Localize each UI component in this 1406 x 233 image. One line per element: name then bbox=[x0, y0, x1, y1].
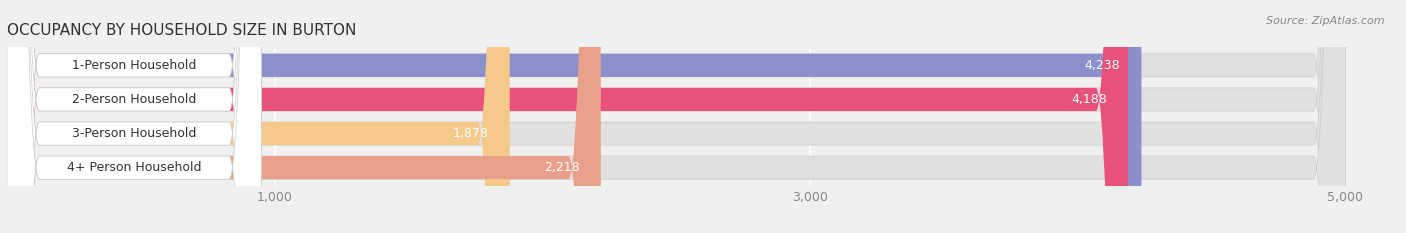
Text: 1,878: 1,878 bbox=[453, 127, 488, 140]
Text: 4,188: 4,188 bbox=[1071, 93, 1107, 106]
Text: 4,238: 4,238 bbox=[1084, 59, 1121, 72]
FancyBboxPatch shape bbox=[7, 0, 262, 233]
Text: Source: ZipAtlas.com: Source: ZipAtlas.com bbox=[1267, 16, 1385, 26]
FancyBboxPatch shape bbox=[7, 0, 262, 233]
Text: 2,218: 2,218 bbox=[544, 161, 579, 174]
FancyBboxPatch shape bbox=[7, 0, 600, 233]
FancyBboxPatch shape bbox=[7, 0, 510, 233]
Text: 3-Person Household: 3-Person Household bbox=[72, 127, 197, 140]
Text: OCCUPANCY BY HOUSEHOLD SIZE IN BURTON: OCCUPANCY BY HOUSEHOLD SIZE IN BURTON bbox=[7, 24, 356, 38]
FancyBboxPatch shape bbox=[7, 0, 1346, 233]
FancyBboxPatch shape bbox=[7, 0, 262, 233]
Text: 4+ Person Household: 4+ Person Household bbox=[67, 161, 201, 174]
FancyBboxPatch shape bbox=[7, 0, 1128, 233]
FancyBboxPatch shape bbox=[7, 0, 262, 233]
Text: 1-Person Household: 1-Person Household bbox=[72, 59, 197, 72]
FancyBboxPatch shape bbox=[7, 0, 1142, 233]
FancyBboxPatch shape bbox=[7, 0, 1346, 233]
FancyBboxPatch shape bbox=[7, 0, 1346, 233]
FancyBboxPatch shape bbox=[7, 0, 1346, 233]
Text: 2-Person Household: 2-Person Household bbox=[72, 93, 197, 106]
